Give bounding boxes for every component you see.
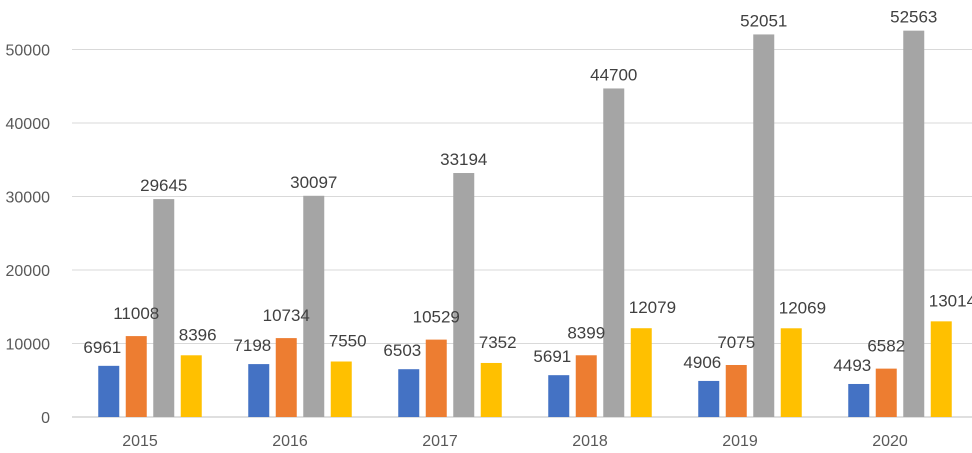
data-label-2017-series-3: 33194 xyxy=(440,150,487,169)
x-tick-label-2017: 2017 xyxy=(422,433,458,450)
bar-2016-series-3 xyxy=(303,195,325,417)
bar-2015-series-3 xyxy=(153,199,175,417)
bar-2016-series-4 xyxy=(330,361,352,417)
data-label-2018-series-3: 44700 xyxy=(590,65,637,84)
data-label-2020-series-2: 6582 xyxy=(867,337,905,356)
bar-2018-series-3 xyxy=(603,88,625,417)
data-label-2018-series-4: 12079 xyxy=(629,298,676,317)
bar-2015-series-4 xyxy=(180,355,202,417)
bars xyxy=(98,30,952,418)
x-tick-label-2018: 2018 xyxy=(572,433,608,450)
data-label-2017-series-1: 6503 xyxy=(383,341,421,360)
data-label-2015-series-4: 8396 xyxy=(179,325,217,344)
data-label-2015-series-1: 6961 xyxy=(83,338,121,357)
x-tick-label-2016: 2016 xyxy=(272,433,308,450)
bar-2016-series-1 xyxy=(248,364,270,417)
data-label-2020-series-1: 4493 xyxy=(833,356,871,375)
data-label-2019-series-3: 52051 xyxy=(740,11,787,30)
data-label-2019-series-2: 7075 xyxy=(717,333,755,352)
data-label-2019-series-4: 12069 xyxy=(779,298,826,317)
data-label-2015-series-2: 11008 xyxy=(113,304,159,323)
x-tick-label-2020: 2020 xyxy=(872,433,908,450)
x-axis-ticks: 2015 2016 2017 2018 2019 2020 xyxy=(122,433,908,450)
data-label-2017-series-4: 7352 xyxy=(479,333,517,352)
data-labels: 6961 11008 29645 8396 7198 10734 30097 7550 6503… xyxy=(83,8,972,375)
y-tick-label: 0 xyxy=(41,410,50,427)
data-label-2016-series-1: 7198 xyxy=(233,336,271,355)
x-tick-label-2019: 2019 xyxy=(722,433,758,450)
data-label-2018-series-2: 8399 xyxy=(567,323,605,342)
bar-2020-series-4 xyxy=(930,321,952,417)
y-tick-label: 10000 xyxy=(6,337,51,354)
bar-2017-series-2 xyxy=(425,339,447,417)
bar-2019-series-4 xyxy=(780,328,802,417)
y-tick-label: 50000 xyxy=(6,43,51,60)
bar-2020-series-1 xyxy=(848,383,870,417)
bar-2017-series-4 xyxy=(480,362,502,417)
data-label-2016-series-2: 10734 xyxy=(263,306,310,325)
bar-2017-series-1 xyxy=(398,369,420,417)
data-label-2019-series-1: 4906 xyxy=(683,353,721,372)
bar-2019-series-3 xyxy=(753,34,775,418)
y-axis-ticks: 0 10000 20000 30000 40000 50000 xyxy=(6,43,51,428)
bar-2017-series-3 xyxy=(453,173,475,417)
bar-2018-series-2 xyxy=(575,355,597,417)
data-label-2018-series-1: 5691 xyxy=(533,347,571,366)
data-label-2015-series-3: 29645 xyxy=(140,176,187,195)
y-tick-label: 30000 xyxy=(6,190,51,207)
y-tick-label: 40000 xyxy=(6,116,51,133)
bar-2020-series-2 xyxy=(875,368,897,417)
bar-2019-series-2 xyxy=(725,364,747,417)
data-label-2020-series-4: 13014 xyxy=(929,291,972,310)
gridlines xyxy=(72,49,972,418)
bar-2019-series-1 xyxy=(698,380,720,417)
bar-2016-series-2 xyxy=(275,338,297,417)
bar-2018-series-4 xyxy=(630,328,652,417)
y-tick-label: 20000 xyxy=(6,263,51,280)
data-label-2016-series-3: 30097 xyxy=(290,173,337,192)
bar-2015-series-2 xyxy=(125,336,147,417)
data-label-2017-series-2: 10529 xyxy=(413,308,460,327)
bar-2015-series-1 xyxy=(98,365,120,417)
data-label-2016-series-4: 7550 xyxy=(329,332,367,351)
data-label-2020-series-3: 52563 xyxy=(890,8,937,27)
bar-2018-series-1 xyxy=(548,375,570,417)
x-tick-label-2015: 2015 xyxy=(122,433,158,450)
bar-2020-series-3 xyxy=(903,30,925,417)
